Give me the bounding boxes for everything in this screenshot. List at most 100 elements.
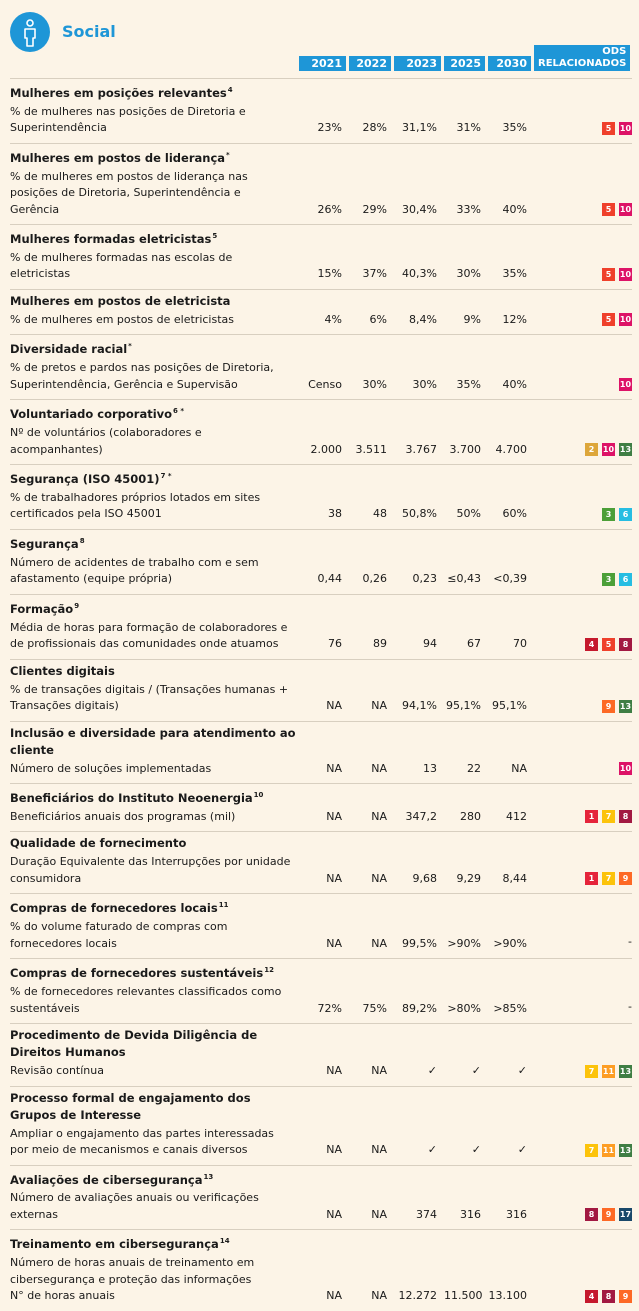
value: NA [371, 809, 387, 823]
value: ✓ [427, 1064, 437, 1078]
label-text: % de fornecedores relevantes classificad… [10, 985, 282, 1015]
value: NA [371, 936, 387, 950]
ods-badge: 7 [602, 810, 615, 824]
ods-header: ODS RELACIONADOS [534, 45, 631, 71]
value: 38 [328, 507, 342, 521]
footnote-mark: 7 * [160, 472, 172, 481]
ods-badge: 13 [619, 699, 632, 713]
value: NA [326, 809, 342, 823]
ods-badges: 7 11 13 [534, 1064, 632, 1080]
ods-badge: 5 [602, 267, 615, 281]
section-title-text: Compras de fornecedores sustentáveis [10, 966, 264, 981]
footnote-mark: * [226, 150, 230, 159]
value: 9,68 [412, 871, 438, 885]
ods-badge: 5 [602, 313, 615, 327]
row: % do volume faturado de compras com forn… [10, 919, 632, 952]
ods-badge: 8 [602, 1289, 615, 1303]
label-text: Beneficiários anuais dos programas (mil) [10, 809, 236, 823]
value: >90% [493, 936, 527, 950]
value: 28% [362, 121, 387, 135]
row: Número de soluções implementadas NA NA 13 22… [10, 761, 632, 778]
page: Social 2021 2022 2023 2025 2030 ODS RELACIONA… [10, 0, 632, 1303]
value: 9,29 [456, 871, 482, 885]
section-title-text: Segurança [10, 536, 79, 551]
value: NA [326, 1289, 342, 1303]
ods-badge: 6 [619, 507, 632, 521]
value: 0,44 [317, 572, 343, 586]
row: % de transações digitais / (Transações h… [10, 682, 632, 715]
footnote-mark: 8 [79, 536, 85, 545]
value: 12.272 [398, 1289, 438, 1303]
section-title: Treinamento em cibersegurança14 [10, 1233, 300, 1253]
row: % de mulheres formadas nas escolas de el… [10, 250, 632, 283]
value: 70 [513, 637, 527, 651]
value: ✓ [427, 1143, 437, 1157]
section: Compras de fornecedores sustentáveis12 % … [10, 958, 632, 1023]
row-label: Nº de voluntários (colaboradores e acomp… [10, 425, 296, 458]
value: NA [326, 1207, 342, 1221]
section-title: Segurança (ISO 45001)7 * [10, 468, 300, 488]
value: >90% [447, 936, 481, 950]
footnote-mark: 9 [74, 601, 80, 610]
value: 94,1% [402, 699, 437, 713]
value: >80% [447, 1001, 481, 1015]
row-label: % de trabalhadores próprios lotados em s… [10, 490, 296, 523]
ods-badges: 9 13 [534, 699, 632, 715]
value: 50,8% [402, 507, 437, 521]
value: NA [371, 1289, 387, 1303]
ods-badge: 10 [619, 121, 632, 135]
section-title: Clientes digitais [10, 663, 300, 680]
footnote-mark: 12 [264, 966, 274, 975]
value: NA [326, 936, 342, 950]
row: Beneficiários anuais dos programas (mil)… [10, 809, 632, 826]
ods-badge: 6 [619, 572, 632, 586]
row: % de mulheres em postos de liderança nas… [10, 169, 632, 219]
row: Nº de voluntários (colaboradores e acomp… [10, 425, 632, 458]
ods-badge: 5 [602, 203, 615, 217]
footnote-mark: 11 [218, 901, 229, 910]
value: 13 [423, 761, 437, 775]
value: 99,5% [402, 936, 437, 950]
label-text: % de mulheres formadas nas escolas de el… [10, 250, 233, 281]
value: 95,1% [446, 699, 481, 713]
value: ✓ [471, 1143, 481, 1157]
label-text: Número de horas anuais de treinamento em… [10, 1256, 255, 1286]
section-title: Voluntariado corporativo6 * [10, 403, 300, 423]
row-label: Número de horas anuais de treinamento em… [10, 1255, 296, 1305]
value: 67 [467, 637, 481, 651]
header: Social 2021 2022 2023 2025 2030 ODS RELACIONA… [10, 0, 632, 78]
value: 30% [456, 267, 481, 281]
value: 72% [317, 1001, 342, 1015]
column-headers: 2021 2022 2023 2025 2030 ODS RELACIONADOS [10, 45, 631, 71]
label-text: % de trabalhadores próprios lotados em s… [10, 490, 261, 521]
value: 31,1% [402, 121, 437, 135]
ods-badge: 13 [619, 1064, 632, 1078]
row-label: Duração Equivalente das Interrupções por… [10, 854, 296, 887]
value: ✓ [517, 1143, 527, 1157]
section-title-text: Compras de fornecedores locais [10, 901, 218, 916]
value: 33% [456, 202, 481, 216]
row-label: Média de horas para formação de colabora… [10, 620, 296, 653]
row-label: % de mulheres nas posições de Diretoria … [10, 104, 296, 137]
label-text: % de mulheres nas posições de Diretoria … [10, 104, 246, 135]
value: 2.000 [310, 442, 343, 456]
ods-badge: 9 [619, 1289, 632, 1303]
value: ✓ [517, 1064, 527, 1078]
value: 89,2% [402, 1001, 437, 1015]
ods-badges: 10 [534, 762, 632, 777]
footnote-mark: 6 * [173, 407, 185, 416]
value: NA [371, 1143, 387, 1157]
sub-label: N° de horas anuais [10, 1289, 115, 1303]
value: 40,3% [402, 267, 437, 281]
section: Segurança (ISO 45001)7 *% de trabalhador… [10, 464, 632, 529]
section-title: Qualidade de fornecimento [10, 835, 300, 852]
row-label: % de mulheres em postos de liderança nas… [10, 169, 296, 219]
value: 347,2 [405, 809, 438, 823]
row-label: Revisão contínua [10, 1063, 296, 1080]
section-title-text: Beneficiários do Instituto Neoenergia [10, 790, 253, 805]
ods-badge: 7 [602, 872, 615, 886]
value: NA [326, 871, 342, 885]
value: 76 [328, 637, 342, 651]
